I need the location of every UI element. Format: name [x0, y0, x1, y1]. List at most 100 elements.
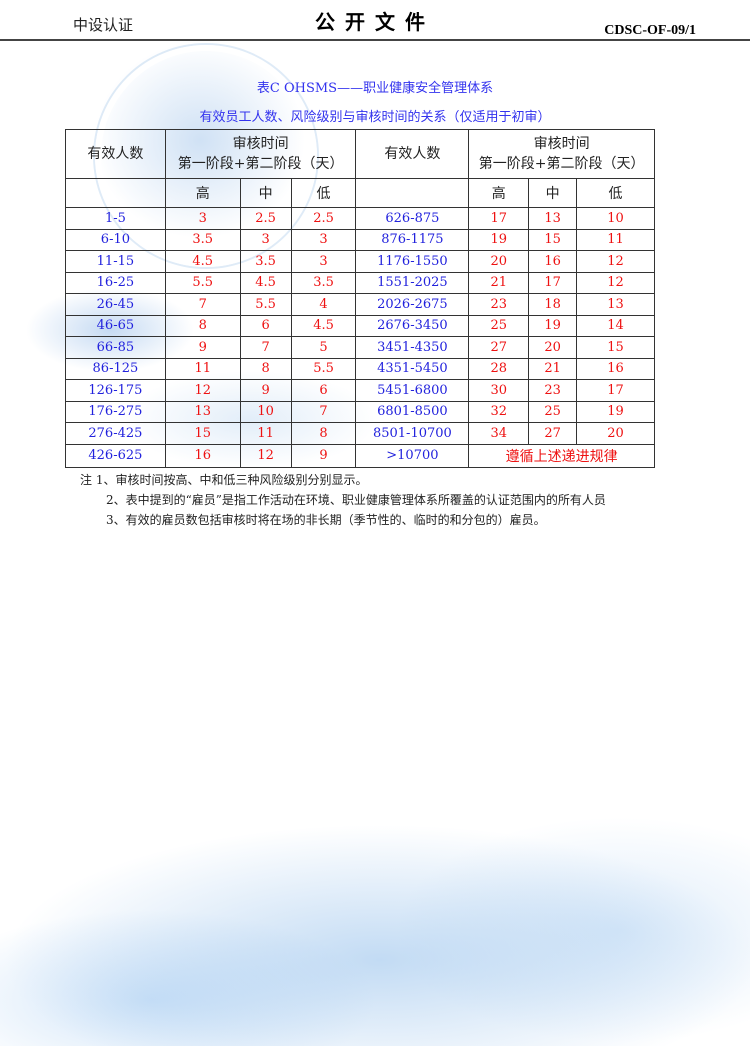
table-cell: 15: [528, 228, 578, 251]
table-cell: 34: [468, 422, 530, 445]
table-cell: 8: [239, 357, 292, 380]
table-cell: 2026-2675: [355, 293, 470, 316]
table-cell: 7: [164, 293, 241, 316]
table-cell: 13: [576, 293, 655, 316]
table-cell: 20: [528, 336, 578, 359]
table-cell: 15: [576, 336, 655, 359]
table-cell: 176-275: [65, 400, 166, 423]
table-cell: 11-15: [65, 250, 166, 273]
level-high: 高: [468, 178, 530, 208]
note-3: 3、有效的雇员数包括审核时将在场的非长期（季节性的、临时的和分包的）雇员。: [106, 513, 546, 527]
table-row: 46-65 8 6 4.5 2676-3450 25 19 14: [65, 314, 655, 337]
table-cell: 8501-10700: [355, 422, 470, 445]
level-mid: 中: [528, 178, 578, 208]
table-cell: 13: [164, 400, 241, 423]
table-title: 表C OHSMS——职业健康安全管理体系: [256, 81, 494, 96]
table-cell: 3.5: [164, 228, 241, 251]
table-cell: 16-25: [65, 271, 166, 294]
table-cell: 11: [576, 228, 655, 251]
table-cell: 20: [468, 250, 530, 273]
table-cell: 8: [290, 422, 357, 445]
table-cell-rule-note: 遵循上述递进规律: [468, 443, 655, 468]
table-cell: 1551-2025: [355, 271, 470, 294]
table-row: 11-15 4.5 3.5 3 1176-1550 20 16 12: [65, 250, 655, 273]
table-cell: 23: [528, 379, 578, 402]
table-row: 176-275 13 10 7 6801-8500 32 25 19: [65, 400, 655, 423]
table-cell: 3.5: [290, 271, 357, 294]
header-title: 公开文件: [315, 10, 435, 34]
note-2: 2、表中提到的“雇员”是指工作活动在环境、职业健康管理体系所覆盖的认证范围内的所…: [106, 493, 606, 507]
table-cell: 9: [239, 379, 292, 402]
table-cell: 25: [528, 400, 578, 423]
table-cell: 4.5: [290, 314, 357, 337]
level-low: 低: [290, 178, 357, 208]
table-cell: 126-175: [65, 379, 166, 402]
table-row: 86-125 11 8 5.5 4351-5450 28 21 16: [65, 357, 655, 380]
header-doc-code: CDSC-OF-09/1: [604, 23, 696, 38]
table-cell: 3: [239, 228, 292, 251]
table-cell: 3: [164, 207, 241, 230]
table-row: 1-5 3 2.5 2.5 626-875 17 13 10: [65, 207, 655, 230]
table-cell: 17: [528, 271, 578, 294]
table-cell: 6: [239, 314, 292, 337]
table-cell: 4.5: [164, 250, 241, 273]
table-cell: 32: [468, 400, 530, 423]
table-cell: 16: [164, 443, 241, 468]
table-cell: 25: [468, 314, 530, 337]
note-1: 注 1、审核时间按高、中和低三种风险级别分别显示。: [80, 473, 368, 487]
level-low: 低: [576, 178, 655, 208]
level-mid: 中: [239, 178, 292, 208]
table-cell: 16: [528, 250, 578, 273]
table-cell: 7: [239, 336, 292, 359]
table-row: 126-175 12 9 6 5451-6800 30 23 17: [65, 379, 655, 402]
table-cell: 12: [239, 443, 292, 468]
table-cell: 1-5: [65, 207, 166, 230]
table-cell: 1176-1550: [355, 250, 470, 273]
table-cell: 17: [576, 379, 655, 402]
table-row: 6-10 3.5 3 3 876-1175 19 15 11: [65, 228, 655, 251]
table-cell: 13: [528, 207, 578, 230]
table-row: 26-45 7 5.5 4 2026-2675 23 18 13: [65, 293, 655, 316]
table-cell: 30: [468, 379, 530, 402]
table-cell: 9: [164, 336, 241, 359]
table-row: 66-85 9 7 5 3451-4350 27 20 15: [65, 336, 655, 359]
table-cell: 5451-6800: [355, 379, 470, 402]
table-cell: 5.5: [239, 293, 292, 316]
table-cell: 17: [468, 207, 530, 230]
table-cell: 3: [290, 250, 357, 273]
table-cell: 21: [468, 271, 530, 294]
table-cell: 5.5: [164, 271, 241, 294]
table-cell: 16: [576, 357, 655, 380]
table-cell: 18: [528, 293, 578, 316]
table-cell: 15: [164, 422, 241, 445]
table-cell: 19: [576, 400, 655, 423]
table-row: 16-25 5.5 4.5 3.5 1551-2025 21 17 12: [65, 271, 655, 294]
header-rule: [0, 39, 750, 41]
table-cell: 876-1175: [355, 228, 470, 251]
table-cell: 2.5: [290, 207, 357, 230]
table-cell: 2676-3450: [355, 314, 470, 337]
table-cell: 20: [576, 422, 655, 445]
header-org: 中设认证: [73, 16, 134, 34]
table-cell: 19: [468, 228, 530, 251]
table-cell: 66-85: [65, 336, 166, 359]
table-cell: 9: [290, 443, 357, 468]
table-cell: 4: [290, 293, 357, 316]
table-cell: 26-45: [65, 293, 166, 316]
table-cell: 426-625: [65, 443, 166, 468]
table-cell: 27: [528, 422, 578, 445]
table-cell: 276-425: [65, 422, 166, 445]
notes: 注 1、审核时间按高、中和低三种风险级别分别显示。 2、表中提到的“雇员”是指工…: [80, 470, 606, 530]
table-cell: 2.5: [239, 207, 292, 230]
table-cell: 7: [290, 400, 357, 423]
table-cell: 3: [290, 228, 357, 251]
table-cell: 4.5: [239, 271, 292, 294]
table-cell: 5.5: [290, 357, 357, 380]
table-cell: 11: [164, 357, 241, 380]
table-cell: 6: [290, 379, 357, 402]
table-cell: >10700: [355, 443, 470, 468]
header-people-2: 有效人数: [355, 129, 470, 179]
table-cell: 12: [576, 250, 655, 273]
header-people: 有效人数: [65, 129, 166, 179]
table-cell: 626-875: [355, 207, 470, 230]
